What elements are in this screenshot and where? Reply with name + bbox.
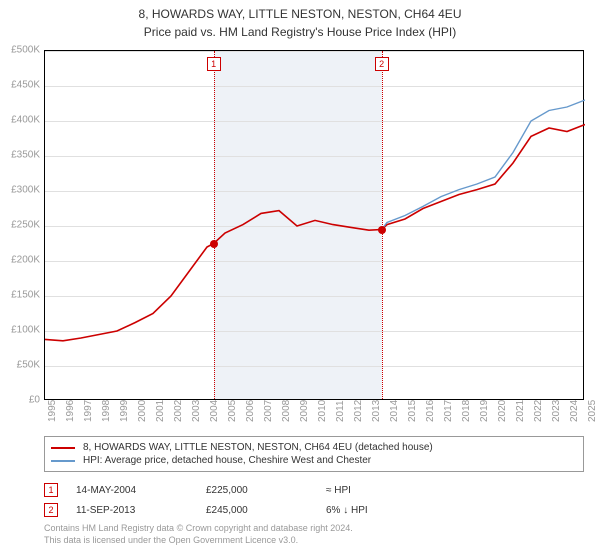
x-tick-label: 2007: [263, 400, 274, 422]
y-tick-label: £200K: [0, 255, 40, 266]
sale-marker-box: 2: [44, 503, 58, 517]
x-tick-label: 2019: [479, 400, 490, 422]
x-tick-label: 2018: [461, 400, 472, 422]
sale-row: 1 14-MAY-2004 £225,000 ≈ HPI: [44, 480, 584, 500]
footer-line: This data is licensed under the Open Gov…: [44, 534, 584, 546]
legend-swatch-price-paid: [51, 447, 75, 449]
x-tick-label: 2004: [209, 400, 220, 422]
sale-point-marker: [378, 226, 386, 234]
plot-region: 12: [44, 50, 584, 400]
x-tick-label: 2012: [353, 400, 364, 422]
line-series-svg: [45, 51, 585, 401]
x-tick-label: 2013: [371, 400, 382, 422]
sales-table: 1 14-MAY-2004 £225,000 ≈ HPI 2 11-SEP-20…: [44, 480, 584, 520]
x-tick-label: 2006: [245, 400, 256, 422]
x-tick-label: 2000: [137, 400, 148, 422]
legend-item-price-paid: 8, HOWARDS WAY, LITTLE NESTON, NESTON, C…: [51, 441, 577, 454]
x-tick-label: 2011: [335, 400, 346, 422]
x-tick-label: 1999: [119, 400, 130, 422]
chart-title: 8, HOWARDS WAY, LITTLE NESTON, NESTON, C…: [0, 0, 600, 23]
legend-label: 8, HOWARDS WAY, LITTLE NESTON, NESTON, C…: [83, 442, 433, 453]
x-tick-label: 2025: [587, 400, 598, 422]
y-tick-label: £450K: [0, 80, 40, 91]
sale-row: 2 11-SEP-2013 £245,000 6% ↓ HPI: [44, 500, 584, 520]
x-tick-label: 2009: [299, 400, 310, 422]
x-tick-label: 2010: [317, 400, 328, 422]
sale-point-marker: [210, 240, 218, 248]
footer-attribution: Contains HM Land Registry data © Crown c…: [44, 522, 584, 546]
chart-area: 12 £0£50K£100K£150K£200K£250K£300K£350K£…: [44, 50, 584, 400]
y-tick-label: £0: [0, 395, 40, 406]
sale-marker-box: 1: [44, 483, 58, 497]
y-tick-label: £150K: [0, 290, 40, 301]
sale-vline-label: 2: [375, 57, 389, 71]
sale-diff: ≈ HPI: [326, 485, 426, 496]
y-tick-label: £100K: [0, 325, 40, 336]
sale-price: £225,000: [206, 485, 326, 496]
x-tick-label: 1997: [83, 400, 94, 422]
y-tick-label: £300K: [0, 185, 40, 196]
legend-swatch-hpi: [51, 460, 75, 462]
x-tick-label: 1996: [65, 400, 76, 422]
x-tick-label: 2021: [515, 400, 526, 422]
footer-line: Contains HM Land Registry data © Crown c…: [44, 522, 584, 534]
legend: 8, HOWARDS WAY, LITTLE NESTON, NESTON, C…: [44, 436, 584, 472]
legend-label: HPI: Average price, detached house, Ches…: [83, 455, 371, 466]
x-tick-label: 2002: [173, 400, 184, 422]
y-tick-label: £50K: [0, 360, 40, 371]
x-tick-label: 1995: [47, 400, 58, 422]
x-tick-label: 2008: [281, 400, 292, 422]
y-tick-label: £350K: [0, 150, 40, 161]
sale-date: 11-SEP-2013: [76, 505, 206, 516]
chart-container: 8, HOWARDS WAY, LITTLE NESTON, NESTON, C…: [0, 0, 600, 560]
x-tick-label: 2020: [497, 400, 508, 422]
x-tick-label: 2022: [533, 400, 544, 422]
x-tick-label: 2017: [443, 400, 454, 422]
sale-price: £245,000: [206, 505, 326, 516]
chart-subtitle: Price paid vs. HM Land Registry's House …: [0, 23, 600, 39]
x-tick-label: 2015: [407, 400, 418, 422]
x-tick-label: 2023: [551, 400, 562, 422]
x-tick-label: 2014: [389, 400, 400, 422]
x-tick-label: 2016: [425, 400, 436, 422]
x-tick-label: 2024: [569, 400, 580, 422]
x-tick-label: 2003: [191, 400, 202, 422]
series-line-hpi: [382, 100, 585, 230]
y-tick-label: £500K: [0, 45, 40, 56]
y-tick-label: £400K: [0, 115, 40, 126]
sale-vline-label: 1: [207, 57, 221, 71]
x-tick-label: 1998: [101, 400, 112, 422]
y-tick-label: £250K: [0, 220, 40, 231]
x-tick-label: 2005: [227, 400, 238, 422]
legend-item-hpi: HPI: Average price, detached house, Ches…: [51, 454, 577, 467]
series-line-price_paid: [45, 125, 585, 341]
sale-diff: 6% ↓ HPI: [326, 505, 426, 516]
sale-date: 14-MAY-2004: [76, 485, 206, 496]
x-tick-label: 2001: [155, 400, 166, 422]
